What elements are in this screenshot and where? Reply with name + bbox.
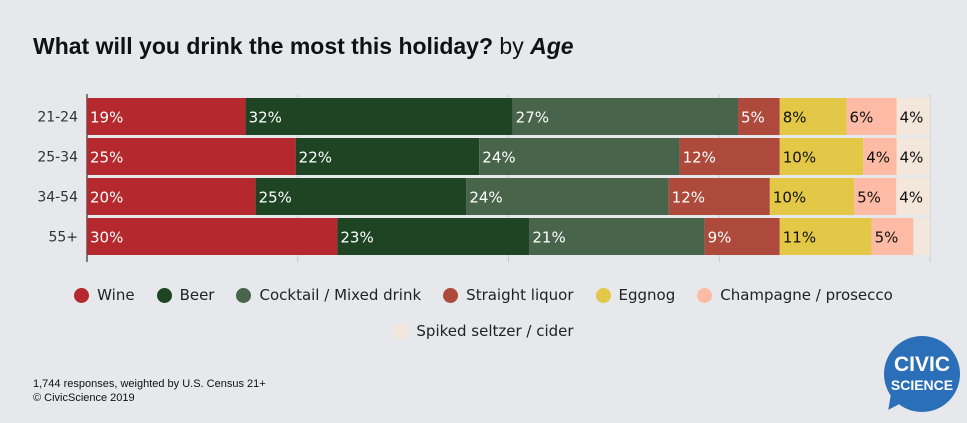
legend-item: Beer xyxy=(156,286,215,304)
footer-note: 1,744 responses, weighted by U.S. Census… xyxy=(33,378,266,390)
legend-item: Champagne / prosecco xyxy=(697,286,893,304)
legend-swatch xyxy=(443,287,459,303)
data-label: 10% xyxy=(783,149,816,167)
footer: 1,744 responses, weighted by U.S. Census… xyxy=(33,377,266,405)
legend-item: Eggnog xyxy=(595,286,676,304)
category-label: 25-34 xyxy=(37,150,78,166)
legend-item: Wine xyxy=(74,286,135,304)
data-label: 23% xyxy=(340,229,373,247)
bar-segment xyxy=(479,138,680,175)
legend-label: Wine xyxy=(97,286,135,304)
category-label: 55+ xyxy=(48,230,78,246)
legend-swatch xyxy=(156,287,172,303)
bar-segment xyxy=(255,178,467,215)
data-label: 4% xyxy=(900,149,924,167)
bar-segment xyxy=(854,178,897,215)
data-label: 5% xyxy=(741,109,765,127)
data-label: 8% xyxy=(783,109,807,127)
data-label: 4% xyxy=(899,189,923,207)
data-label: 27% xyxy=(516,109,549,127)
data-label: 4% xyxy=(866,149,890,167)
bar-segment xyxy=(87,178,256,215)
legend-label: Eggnog xyxy=(618,286,676,304)
bar-segment xyxy=(863,138,897,175)
legend-item: Straight liquor xyxy=(443,286,574,304)
bar-segment xyxy=(466,178,669,215)
data-label: 19% xyxy=(90,109,123,127)
bar-segment xyxy=(512,98,739,135)
data-label: 30% xyxy=(90,229,123,247)
title-age: Age xyxy=(530,33,574,59)
legend-swatch xyxy=(697,287,713,303)
bar-segment xyxy=(871,218,914,255)
bar-chart: 21-24 19% 32% 27% 5% 8% 6% 4% 25-34 25% 22% 24% 12% 1… xyxy=(37,94,931,262)
data-label: 12% xyxy=(672,189,705,207)
data-label: 5% xyxy=(875,229,899,247)
bar-segment xyxy=(295,138,480,175)
data-label: 9% xyxy=(708,229,732,247)
bar-segment xyxy=(87,138,296,175)
legend-swatch xyxy=(393,323,409,339)
chart-title: What will you drink the most this holida… xyxy=(33,33,574,60)
legend-label: Champagne / prosecco xyxy=(720,286,893,304)
bar-segment xyxy=(704,218,780,255)
bar-segment xyxy=(87,218,338,255)
data-label: 32% xyxy=(249,109,282,127)
civicscience-logo: CIVIC SCIENCE xyxy=(883,336,960,415)
legend-swatch xyxy=(236,287,252,303)
legend-item: Cocktail / Mixed drink xyxy=(236,286,421,304)
bar-segment xyxy=(913,218,930,255)
data-label: 12% xyxy=(683,149,716,167)
legend-swatch xyxy=(74,287,90,303)
data-label: 10% xyxy=(773,189,806,207)
bar-segment xyxy=(87,98,246,135)
title-by: by xyxy=(499,33,524,59)
data-label: 5% xyxy=(857,189,881,207)
category-label: 34-54 xyxy=(37,190,78,206)
data-label: 24% xyxy=(469,189,502,207)
data-label: 25% xyxy=(90,149,123,167)
legend-swatch xyxy=(595,287,611,303)
copyright: © CivicScience 2019 xyxy=(33,392,135,404)
bar-segment xyxy=(668,178,770,215)
data-label: 4% xyxy=(900,109,924,127)
legend-label: Beer xyxy=(179,286,215,304)
data-label: 24% xyxy=(482,149,515,167)
legend-row-1: Wine Beer Cocktail / Mixed drink Straight l… xyxy=(0,286,967,304)
bar-segment xyxy=(738,98,780,135)
bar-segment xyxy=(896,178,930,215)
bar-segment xyxy=(679,138,780,175)
bar-segment xyxy=(779,218,872,255)
legend-label: Straight liquor xyxy=(466,286,574,304)
data-label: 21% xyxy=(532,229,565,247)
legend-item: Spiked seltzer / cider xyxy=(393,322,574,340)
data-label: 20% xyxy=(90,189,123,207)
data-label: 25% xyxy=(259,189,292,207)
bar-segment xyxy=(779,98,847,135)
data-label: 22% xyxy=(299,149,332,167)
bar-segment xyxy=(529,218,705,255)
data-label: 6% xyxy=(850,109,874,127)
bar-segment xyxy=(846,98,897,135)
legend-label: Cocktail / Mixed drink xyxy=(259,286,422,304)
bar-segment xyxy=(337,218,530,255)
data-label: 11% xyxy=(783,229,816,247)
category-label: 21-24 xyxy=(37,110,78,126)
legend-label: Spiked seltzer / cider xyxy=(416,322,574,340)
bar-segment xyxy=(779,138,864,175)
bar-segment xyxy=(245,98,513,135)
bar-segment xyxy=(896,98,930,135)
bar-segment xyxy=(896,138,930,175)
title-main: What will you drink the most this holida… xyxy=(33,33,494,59)
legend-row-2: Spiked seltzer / cider xyxy=(0,322,967,340)
bar-segment xyxy=(769,178,855,215)
